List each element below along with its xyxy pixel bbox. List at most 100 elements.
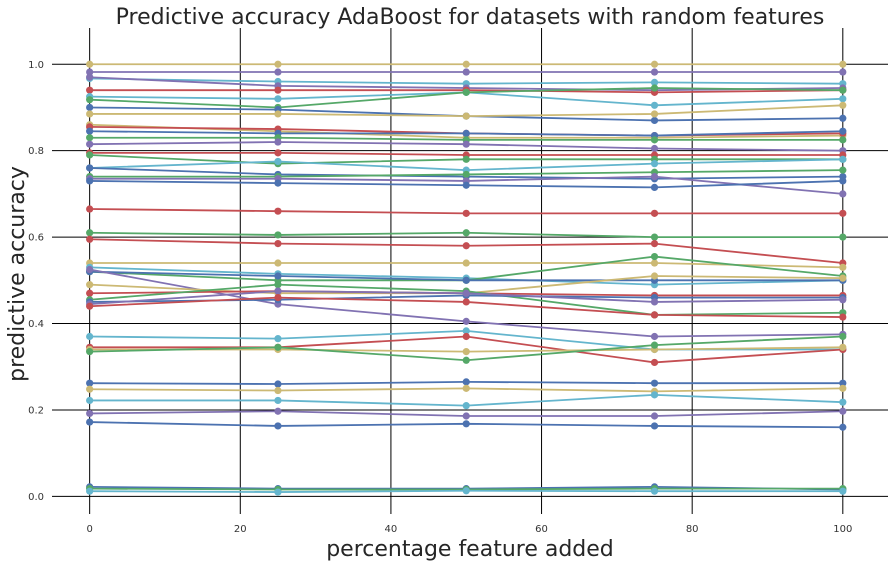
data-point <box>274 110 282 118</box>
data-point <box>462 317 470 325</box>
y-axis-label: predictive accuracy <box>5 166 30 382</box>
data-point <box>839 95 847 103</box>
data-point <box>839 60 847 68</box>
series-22 <box>86 205 847 217</box>
data-point <box>650 209 659 217</box>
series-13 <box>86 134 847 144</box>
data-point <box>86 127 94 135</box>
series-44 <box>86 418 847 431</box>
data-point <box>650 412 659 420</box>
data-point <box>274 157 282 166</box>
data-point <box>86 60 94 68</box>
series-47 <box>86 487 847 496</box>
data-point <box>462 356 470 364</box>
data-point <box>650 239 659 248</box>
x-tick-label: 0 <box>86 524 92 535</box>
data-point <box>839 407 847 415</box>
chart-title: Predictive accuracy AdaBoost for dataset… <box>116 5 825 30</box>
data-point <box>274 294 282 302</box>
data-point <box>650 78 659 86</box>
series-40 <box>86 378 847 388</box>
data-point <box>650 110 659 118</box>
data-point <box>650 160 659 168</box>
data-point <box>86 396 94 405</box>
data-point <box>839 209 847 217</box>
series-1 <box>86 60 847 68</box>
data-point <box>462 88 470 96</box>
data-point <box>462 289 470 297</box>
data-point <box>650 101 659 109</box>
data-point <box>274 422 282 430</box>
data-point <box>462 209 470 217</box>
series-group <box>86 60 847 496</box>
data-point <box>462 487 470 495</box>
data-point <box>839 379 847 387</box>
data-point <box>274 207 282 215</box>
y-tick-label: 1.0 <box>28 60 44 71</box>
data-point <box>274 396 282 405</box>
series-9 <box>86 101 847 120</box>
data-point <box>462 259 470 267</box>
data-point <box>650 68 659 76</box>
data-point <box>839 68 847 76</box>
x-tick-label: 100 <box>833 524 852 535</box>
data-point <box>839 384 847 392</box>
data-point <box>462 332 470 341</box>
data-point <box>650 183 659 192</box>
data-point <box>462 68 470 76</box>
data-point <box>86 164 94 172</box>
series-21 <box>86 177 847 192</box>
series-35 <box>86 294 847 321</box>
data-point <box>86 110 94 118</box>
data-point <box>86 134 94 142</box>
x-tick-label: 60 <box>535 524 548 535</box>
data-point <box>274 488 282 496</box>
data-point <box>274 380 282 388</box>
data-point <box>650 332 659 341</box>
data-point <box>86 418 94 426</box>
y-tick-label: 0.6 <box>28 233 44 244</box>
data-point <box>839 487 847 495</box>
data-point <box>839 398 847 406</box>
y-tick-label: 0.0 <box>28 492 44 503</box>
data-point <box>839 263 847 271</box>
series-42 <box>86 391 847 410</box>
data-point <box>86 385 94 393</box>
data-point <box>462 60 470 68</box>
series-15 <box>86 149 847 159</box>
data-point <box>650 60 659 68</box>
data-point <box>462 298 470 306</box>
data-point <box>650 341 659 349</box>
data-point <box>462 327 470 335</box>
series-2 <box>86 68 847 76</box>
data-point <box>86 103 94 112</box>
data-point <box>462 420 470 428</box>
data-point <box>650 298 659 306</box>
data-point <box>274 60 282 68</box>
data-point <box>650 136 659 144</box>
data-point <box>86 302 94 310</box>
series-12 <box>86 127 847 140</box>
series-14 <box>86 138 847 155</box>
data-point <box>650 358 659 367</box>
data-point <box>839 313 847 321</box>
y-tick-labels: 0.0 0.2 0.4 0.6 0.8 1.0 <box>28 60 44 503</box>
data-point <box>839 114 847 122</box>
series-43 <box>86 407 847 420</box>
data-point <box>86 151 94 159</box>
x-tick-label: 20 <box>234 524 247 535</box>
data-point <box>274 95 282 103</box>
data-point <box>839 86 847 94</box>
data-point <box>462 242 470 250</box>
data-point <box>86 289 94 297</box>
data-point <box>86 177 94 185</box>
x-axis-label: percentage feature added <box>326 537 614 562</box>
data-point <box>462 229 470 237</box>
data-point <box>839 127 847 135</box>
series-25 <box>86 259 847 271</box>
data-point <box>839 332 847 341</box>
data-point <box>274 407 282 415</box>
data-point <box>274 272 282 280</box>
series-24 <box>86 235 847 267</box>
